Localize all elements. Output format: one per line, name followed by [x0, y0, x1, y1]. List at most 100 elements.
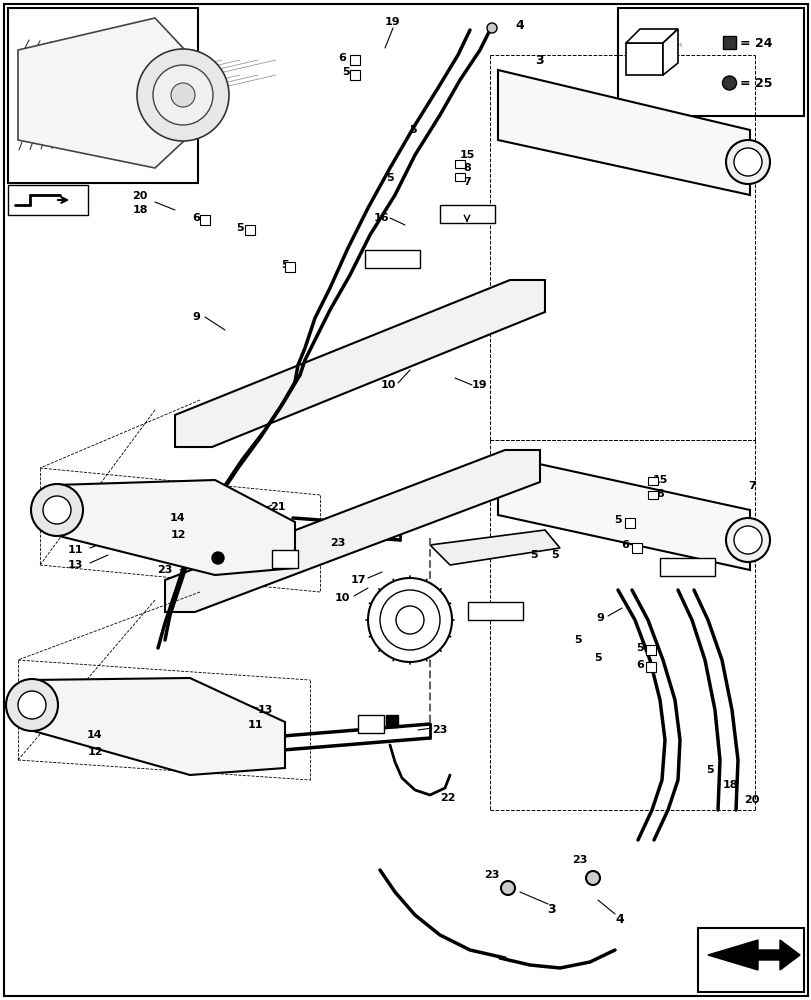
Text: 20.29A: 20.29A: [667, 562, 706, 572]
Text: 13: 13: [257, 705, 272, 715]
Bar: [8, 185, 88, 215]
Circle shape: [396, 606, 423, 634]
Circle shape: [380, 590, 440, 650]
Text: 8: 8: [655, 489, 663, 499]
Text: CASE IH: CASE IH: [630, 50, 658, 56]
Text: 20.29A: 20.29A: [448, 209, 486, 219]
Text: = 24: = 24: [739, 37, 771, 50]
Text: 5: 5: [530, 550, 537, 560]
Polygon shape: [625, 43, 663, 75]
Text: 6: 6: [620, 540, 629, 550]
Text: 6: 6: [337, 53, 345, 63]
Bar: [722, 36, 735, 49]
Text: 11: 11: [67, 545, 83, 555]
Text: 4: 4: [515, 19, 524, 32]
Text: 2: 2: [281, 554, 289, 564]
Text: 5: 5: [594, 653, 601, 663]
Text: 6: 6: [192, 213, 200, 223]
Text: 3: 3: [547, 903, 556, 916]
Bar: [646, 662, 655, 672]
Text: 20.32B: 20.32B: [373, 254, 411, 264]
Bar: [647, 491, 657, 499]
Circle shape: [367, 578, 452, 662]
Text: 17: 17: [350, 575, 365, 585]
Text: 7: 7: [747, 481, 755, 491]
Text: = 25: = 25: [739, 77, 771, 90]
Text: 23: 23: [483, 870, 499, 880]
Text: 8: 8: [462, 163, 470, 173]
Text: 5: 5: [635, 643, 643, 653]
Text: 23: 23: [572, 855, 587, 865]
Text: 5: 5: [281, 260, 289, 270]
Circle shape: [733, 148, 761, 176]
Text: CASE IH: CASE IH: [657, 43, 682, 48]
Polygon shape: [175, 280, 544, 447]
Polygon shape: [663, 29, 677, 75]
Text: KIT: KIT: [635, 61, 654, 71]
Bar: [647, 477, 657, 485]
Circle shape: [725, 518, 769, 562]
Text: 5: 5: [386, 173, 393, 183]
Circle shape: [212, 552, 224, 564]
Circle shape: [171, 83, 195, 107]
Text: 5: 5: [573, 635, 581, 645]
Bar: [358, 715, 384, 733]
Text: 16: 16: [374, 213, 389, 223]
Polygon shape: [497, 455, 749, 570]
Bar: [350, 70, 359, 80]
Bar: [467, 602, 522, 620]
Text: 13: 13: [67, 560, 83, 570]
Polygon shape: [707, 940, 799, 970]
Bar: [646, 645, 655, 655]
Text: 23: 23: [431, 725, 447, 735]
Text: 6: 6: [635, 660, 643, 670]
Text: 23: 23: [330, 538, 345, 548]
Bar: [659, 558, 714, 576]
Bar: [365, 250, 419, 268]
Circle shape: [6, 679, 58, 731]
Bar: [624, 518, 634, 528]
Polygon shape: [165, 450, 539, 612]
Text: 5: 5: [706, 765, 713, 775]
Bar: [454, 160, 465, 168]
Circle shape: [487, 23, 496, 33]
Text: 15: 15: [459, 150, 474, 160]
Circle shape: [722, 76, 736, 90]
Bar: [350, 55, 359, 65]
Circle shape: [152, 65, 212, 125]
Text: 14: 14: [170, 513, 186, 523]
Text: 22: 22: [440, 793, 455, 803]
Polygon shape: [430, 530, 560, 565]
Bar: [8, 8, 198, 183]
Text: 3: 3: [535, 54, 543, 67]
Circle shape: [137, 49, 229, 141]
Text: 18: 18: [132, 205, 148, 215]
Text: 5: 5: [236, 223, 243, 233]
Text: 21: 21: [270, 502, 285, 512]
Circle shape: [500, 881, 514, 895]
Polygon shape: [497, 70, 749, 195]
Polygon shape: [18, 18, 185, 168]
Bar: [285, 262, 294, 272]
Text: 19: 19: [472, 380, 487, 390]
Text: 20: 20: [132, 191, 148, 201]
Bar: [697, 928, 803, 992]
Circle shape: [725, 140, 769, 184]
Text: 12: 12: [170, 530, 186, 540]
Circle shape: [733, 526, 761, 554]
Circle shape: [18, 691, 46, 719]
Text: 15: 15: [651, 475, 667, 485]
Text: 25: 25: [724, 80, 733, 86]
Bar: [440, 205, 495, 223]
Polygon shape: [30, 678, 285, 775]
Text: 11: 11: [247, 720, 263, 730]
Text: 1: 1: [367, 719, 375, 729]
Polygon shape: [625, 29, 677, 43]
Text: 5: 5: [409, 125, 416, 135]
Text: 23: 23: [157, 565, 173, 575]
Bar: [272, 550, 298, 568]
Text: 10: 10: [334, 593, 350, 603]
Text: 14: 14: [87, 730, 103, 740]
Text: 12: 12: [87, 747, 103, 757]
Bar: [454, 173, 465, 181]
